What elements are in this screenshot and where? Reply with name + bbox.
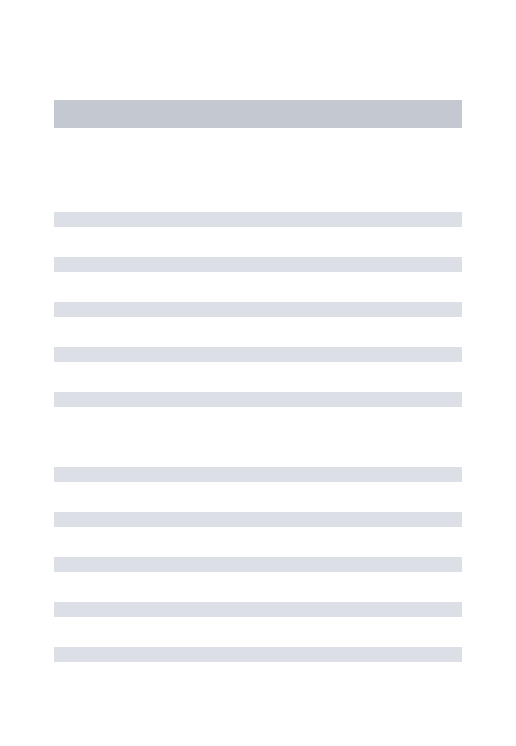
skeleton-line: [54, 257, 462, 272]
skeleton-line: [54, 557, 462, 572]
skeleton-group-gap: [54, 437, 462, 467]
skeleton-line: [54, 467, 462, 482]
skeleton-line: [54, 602, 462, 617]
skeleton-line: [54, 392, 462, 407]
skeleton-container: [0, 0, 516, 746]
skeleton-line-group-1: [54, 212, 462, 407]
skeleton-line: [54, 647, 462, 662]
skeleton-title-bar: [54, 100, 462, 128]
skeleton-line: [54, 212, 462, 227]
skeleton-line: [54, 347, 462, 362]
skeleton-line: [54, 512, 462, 527]
skeleton-line-group-2: [54, 467, 462, 662]
skeleton-line: [54, 302, 462, 317]
